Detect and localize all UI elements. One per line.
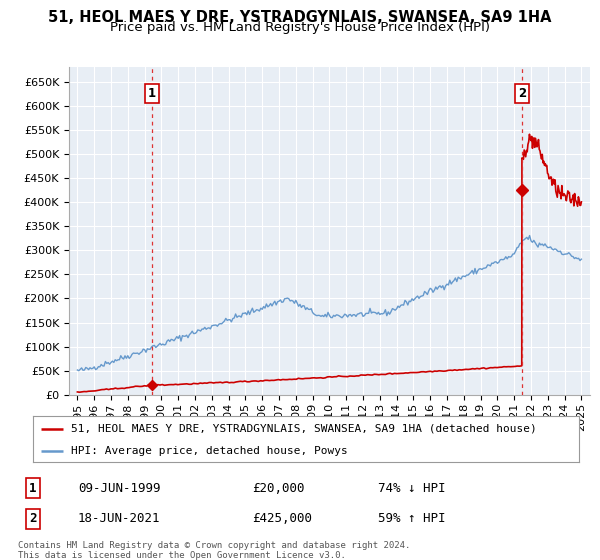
Text: 2: 2 <box>29 512 37 525</box>
Text: 51, HEOL MAES Y DRE, YSTRADGYNLAIS, SWANSEA, SA9 1HA: 51, HEOL MAES Y DRE, YSTRADGYNLAIS, SWAN… <box>48 10 552 25</box>
Text: 51, HEOL MAES Y DRE, YSTRADGYNLAIS, SWANSEA, SA9 1HA (detached house): 51, HEOL MAES Y DRE, YSTRADGYNLAIS, SWAN… <box>71 424 537 434</box>
Text: £20,000: £20,000 <box>252 482 305 495</box>
Text: 1: 1 <box>148 87 156 100</box>
Text: £425,000: £425,000 <box>252 512 312 525</box>
Text: 74% ↓ HPI: 74% ↓ HPI <box>378 482 445 495</box>
Text: Price paid vs. HM Land Registry's House Price Index (HPI): Price paid vs. HM Land Registry's House … <box>110 21 490 34</box>
Text: 09-JUN-1999: 09-JUN-1999 <box>78 482 161 495</box>
Text: 18-JUN-2021: 18-JUN-2021 <box>78 512 161 525</box>
Text: 2: 2 <box>518 87 526 100</box>
Text: 1: 1 <box>29 482 37 495</box>
Text: HPI: Average price, detached house, Powys: HPI: Average price, detached house, Powy… <box>71 446 348 455</box>
Text: 59% ↑ HPI: 59% ↑ HPI <box>378 512 445 525</box>
Text: Contains HM Land Registry data © Crown copyright and database right 2024.
This d: Contains HM Land Registry data © Crown c… <box>18 541 410 560</box>
